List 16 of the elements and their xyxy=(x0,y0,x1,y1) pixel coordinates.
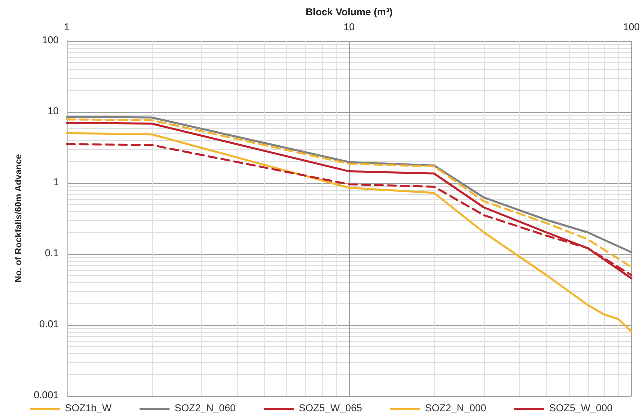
y-axis-title: No. of Rockfalls/60m Advance xyxy=(14,154,24,283)
x-tick-label: 1 xyxy=(64,22,70,34)
x-axis-title: Block Volume (m³) xyxy=(306,8,393,19)
y-tick-label: 0.001 xyxy=(34,390,60,402)
y-tick-label: 10 xyxy=(48,106,60,118)
legend-label: SOZ2_N_000 xyxy=(425,404,487,414)
x-tick-label: 10 xyxy=(344,22,356,34)
legend-label: SOZ1b_W xyxy=(65,404,112,414)
legend-label: SOZ5_W_065 xyxy=(298,404,363,414)
y-tick-label: 100 xyxy=(42,36,60,46)
y-tick-label: 1 xyxy=(53,178,60,188)
y-tick-label: 0.1 xyxy=(45,248,60,260)
y-tick-label: 0.01 xyxy=(40,320,60,330)
legend-label: SOZ5_W_000 xyxy=(549,404,614,414)
legend-label: SOZ2_N_060 xyxy=(174,404,236,414)
x-tick-label: 100 xyxy=(623,22,640,34)
